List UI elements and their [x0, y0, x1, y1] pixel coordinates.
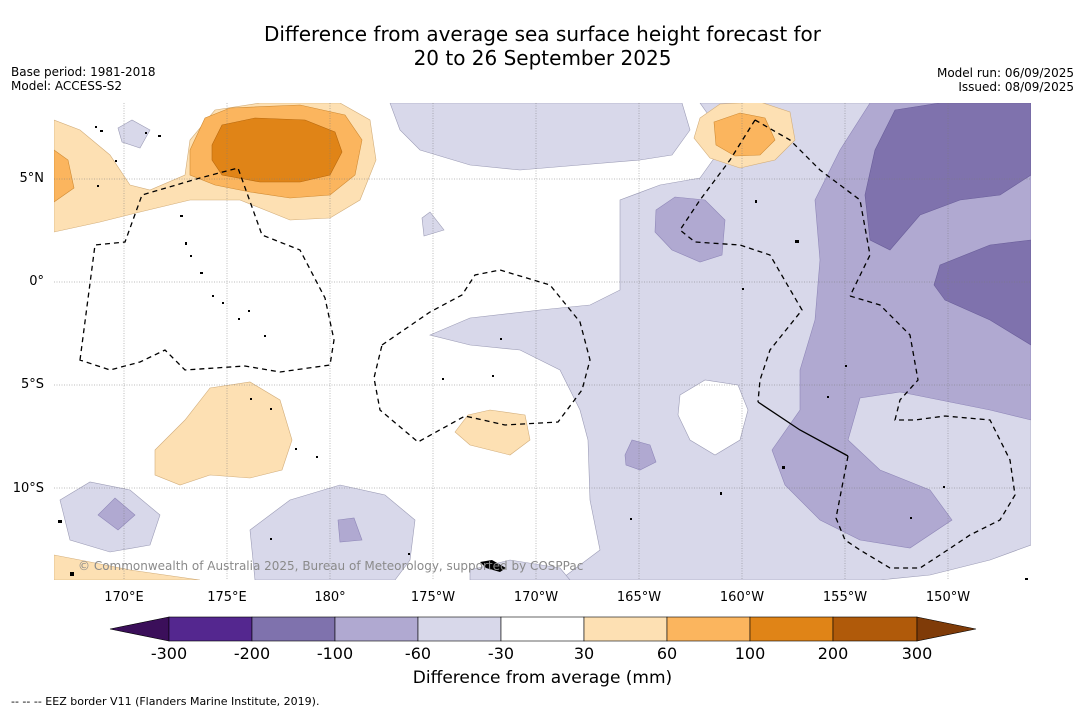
grid-lines: [54, 103, 1031, 580]
lon-label-175e: 175°E: [207, 590, 247, 605]
map-title-line-2: 20 to 26 September 2025: [413, 46, 672, 70]
lat-label-10s: 10°S: [12, 481, 44, 496]
anomaly-region-white-pocket: [677, 379, 749, 456]
colorbar-high-extension: [916, 616, 977, 642]
model-run-label: Model run: 06/09/2025: [936, 66, 1074, 80]
colorbar-bin-8: [749, 616, 834, 642]
base-period-label: Base period: 1981-2018: [11, 65, 156, 79]
colorbar-tick-label: 200: [817, 644, 849, 663]
anomaly-region-medium-purple-blob-2: [624, 439, 657, 471]
eez-border-kiribati-phoenix: [373, 269, 591, 443]
issued-label: Issued: 08/09/2025: [958, 80, 1074, 94]
colorbar-bin-4: [417, 616, 502, 642]
eez-legend-note: -- -- -- EEZ border V11 (Flanders Marine…: [11, 695, 320, 708]
anomaly-region-dark-purple-east: [933, 239, 1031, 346]
colorbar-tick-label: 300: [901, 644, 933, 663]
colorbar-bin-7: [666, 616, 751, 642]
colorbar-bin-9: [832, 616, 918, 642]
islands: [58, 126, 1028, 580]
anomaly-region-medium-orange-north-east: [713, 112, 776, 157]
colorbar-low-extension: [109, 616, 170, 642]
anomaly-region-medium-orange-west-edge: [54, 149, 75, 203]
colorbar-bin-2: [251, 616, 336, 642]
meta-right: Model run: 06/09/2025 Issued: 08/09/2025: [937, 66, 1074, 94]
lat-label-5n: 5°N: [19, 171, 45, 186]
lon-label-170e: 170°E: [104, 590, 144, 605]
colorbar-title: Difference from average (mm): [412, 668, 673, 688]
anomaly-region-light-orange-south-west: [154, 381, 293, 486]
model-label: Model: ACCESS-S2: [11, 79, 123, 93]
lon-label-180: 180°: [314, 590, 346, 605]
colorbar-tick-label: -30: [487, 644, 515, 663]
colorbar-tick-label: 100: [734, 644, 766, 663]
anomaly-region-light-orange-south-corner: [54, 554, 201, 580]
lat-label-5s: 5°S: [20, 377, 44, 392]
eez-border-solid-segment: [757, 401, 849, 457]
colorbar-bin-1: [168, 616, 253, 642]
anomaly-region-dark-orange-north-west: [211, 117, 343, 183]
colorbar-bin-6: [583, 616, 668, 642]
lon-label-160w: 160°W: [719, 590, 765, 605]
anomaly-region-medium-purple-blob-3: [97, 497, 136, 531]
colorbar-tick-label: 30: [573, 644, 595, 663]
lon-label-175w: 175°W: [410, 590, 456, 605]
colorbar-tick-label: -300: [150, 644, 188, 663]
eez-border-kiribati-line: [679, 119, 803, 403]
map-fields: [54, 103, 1031, 580]
meta-left: Base period: 1981-2018 Model: ACCESS-S2: [11, 65, 156, 93]
anomaly-region-medium-purple-blob-4: [337, 517, 363, 543]
colorbar-bin-5: [500, 616, 585, 642]
lon-label-170w: 170°W: [513, 590, 559, 605]
colorbar-tick-label: 60: [656, 644, 678, 663]
colorbar: [109, 616, 977, 642]
colorbar-tick-label: -100: [316, 644, 354, 663]
lat-label-0: 0°: [29, 274, 44, 289]
colorbar-tick-label: -200: [233, 644, 271, 663]
lon-label-155w: 155°W: [822, 590, 868, 605]
eez-borders: [79, 119, 1016, 569]
anomaly-region-light-purple-south-central: [249, 484, 416, 580]
colorbar-bin-3: [334, 616, 419, 642]
anomaly-region-light-orange-south-central: [454, 409, 531, 456]
map-title-line-1: Difference from average sea surface heig…: [263, 22, 822, 46]
lon-label-165w: 165°W: [616, 590, 662, 605]
eez-border-french-polynesia: [835, 295, 1016, 569]
anomaly-region-medium-purple-east: [771, 103, 1031, 549]
lon-label-150w: 150°W: [925, 590, 971, 605]
copyright-notice: © Commonwealth of Australia 2025, Bureau…: [78, 559, 584, 573]
anomaly-region-light-purple-north: [389, 103, 691, 171]
map-title: Difference from average sea surface heig…: [0, 22, 1085, 70]
colorbar-tick-label: -60: [404, 644, 432, 663]
anomaly-region-medium-purple-blob-1: [654, 196, 726, 263]
anomaly-region-light-purple-north-west: [117, 119, 151, 149]
